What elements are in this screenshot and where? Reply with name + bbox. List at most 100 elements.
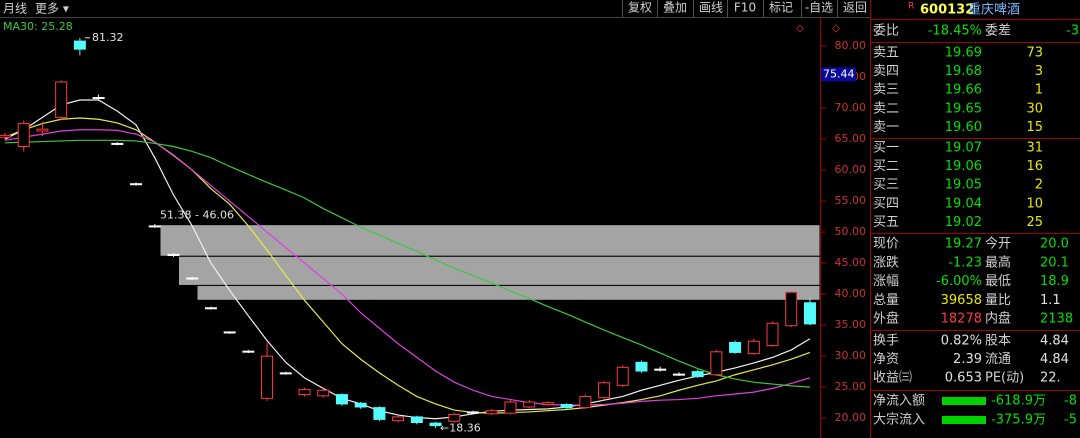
toolbar-button[interactable]: 返回 — [843, 1, 867, 15]
toolbar-button[interactable]: 标记 — [769, 1, 793, 15]
current-price-box — [821, 67, 856, 82]
flow-bar — [942, 397, 986, 405]
order-label: 卖五 — [873, 46, 899, 61]
field-value: 2.39 — [953, 352, 982, 367]
toolbar-button[interactable]: 叠加 — [663, 1, 687, 15]
order-price: 19.69 — [945, 46, 982, 61]
current-price-label: 75.44 — [823, 67, 855, 80]
field-label: 涨幅 — [873, 274, 899, 289]
candle-body — [298, 389, 311, 396]
toolbar-button[interactable]: 复权 — [628, 1, 652, 15]
flow-label: 净流入额 — [873, 394, 925, 409]
candle-body — [92, 97, 105, 100]
candle-body — [36, 128, 49, 132]
candle-body — [710, 351, 723, 376]
order-volume: 15 — [1026, 120, 1043, 135]
candle-body — [17, 123, 30, 148]
high-label: 81.32 — [92, 31, 124, 44]
order-label: 卖一 — [873, 120, 899, 135]
candle-body — [167, 253, 180, 256]
candle-body — [803, 302, 816, 325]
order-label: 卖二 — [873, 101, 899, 116]
field-label: 股本 — [985, 334, 1011, 349]
y-tick-label: 30.00 — [835, 349, 867, 362]
candle-body — [654, 368, 667, 371]
low-label: ←18.36 — [440, 421, 481, 434]
toolbar-button[interactable]: 画线 — [699, 1, 723, 15]
field-value: 0.82% — [941, 334, 982, 349]
toolbar-button[interactable]: F10 — [734, 1, 756, 15]
more-menu[interactable]: 更多 ▾ — [35, 2, 69, 16]
candle-body — [691, 371, 704, 378]
badge: R — [908, 2, 914, 12]
field-value: 18.9 — [1040, 274, 1069, 289]
marker-icon: ◇ — [796, 23, 804, 34]
candle-body — [186, 277, 199, 280]
candle-body — [111, 142, 124, 145]
flow-value: -5 — [1064, 413, 1077, 428]
plot-area: 51.38 - 46.06 MA30: 25.28 81.32 ←18.36 — [0, 20, 820, 434]
order-volume: 30 — [1026, 101, 1043, 116]
field-label: 今开 — [985, 236, 1011, 252]
order-price: 19.04 — [945, 196, 982, 211]
order-volume: 3 — [1035, 64, 1043, 79]
order-label: 买四 — [873, 196, 899, 211]
order-label: 卖四 — [873, 64, 899, 79]
stock-code: 600132 — [920, 3, 974, 18]
candle-body — [279, 372, 292, 375]
candle-body — [429, 422, 442, 427]
ma-line — [4, 117, 811, 414]
flow-value: -618.9万 — [991, 394, 1046, 409]
field-value: 22. — [1040, 371, 1061, 386]
field-value: -6.00% — [936, 274, 982, 289]
field-value: 18278 — [941, 312, 982, 327]
order-volume: 73 — [1026, 46, 1043, 61]
field-label: 涨跌 — [873, 254, 899, 270]
field-value: 39658 — [941, 293, 982, 308]
field-label: 委比 — [873, 24, 899, 39]
order-label: 买五 — [873, 215, 899, 230]
field-label: 现价 — [873, 237, 899, 252]
candle-body — [373, 407, 386, 420]
field-value: 4.84 — [1040, 334, 1069, 349]
candle-body — [354, 402, 367, 408]
candle-body — [204, 307, 217, 310]
field-value: 1.1 — [1040, 293, 1061, 308]
field-label: 总量 — [873, 293, 899, 308]
order-volume: 16 — [1026, 159, 1043, 174]
y-tick-label: 20.00 — [835, 411, 867, 424]
y-tick-label: 65.00 — [835, 132, 867, 145]
ma-line — [4, 139, 810, 388]
order-volume: 31 — [1026, 141, 1043, 156]
candle-body — [579, 395, 592, 409]
field-value: 0.653 — [945, 371, 982, 386]
y-tick-label: 60.00 — [835, 163, 867, 176]
legend-entry: MA30: 25.28 — [3, 20, 73, 33]
order-price: 19.02 — [945, 215, 982, 230]
order-price: 19.05 — [945, 178, 982, 193]
field-value: 4.84 — [1040, 352, 1069, 367]
field-label: 收益㈢ — [873, 371, 912, 386]
field-value: 20.0 — [1040, 237, 1069, 252]
candle-body — [392, 416, 405, 422]
period-tab[interactable]: 月线 — [3, 2, 27, 16]
field-label: 换手 — [873, 334, 899, 349]
ma-line — [4, 99, 811, 420]
order-volume: 10 — [1026, 196, 1043, 211]
order-volume: 1 — [1035, 83, 1043, 98]
candle-body — [729, 341, 742, 353]
candle-body — [635, 361, 648, 372]
toolbar-button[interactable]: -自选 — [805, 1, 833, 15]
candle-body — [242, 350, 255, 353]
candle-body — [55, 81, 68, 118]
field-label: 流通 — [985, 352, 1011, 367]
candle-body — [448, 413, 461, 422]
y-tick-label: 70.00 — [835, 101, 867, 114]
y-tick-label: 25.00 — [835, 380, 867, 393]
order-price: 19.66 — [945, 83, 982, 98]
price-axis: ◇ ◇ 20.00 25.00 30.00 35.00 40.00 45.00 50.00 5… — [796, 0, 871, 438]
y-tick-label: 50.00 — [835, 225, 867, 238]
candle-body — [560, 404, 573, 409]
order-volume: 2 — [1035, 178, 1043, 193]
